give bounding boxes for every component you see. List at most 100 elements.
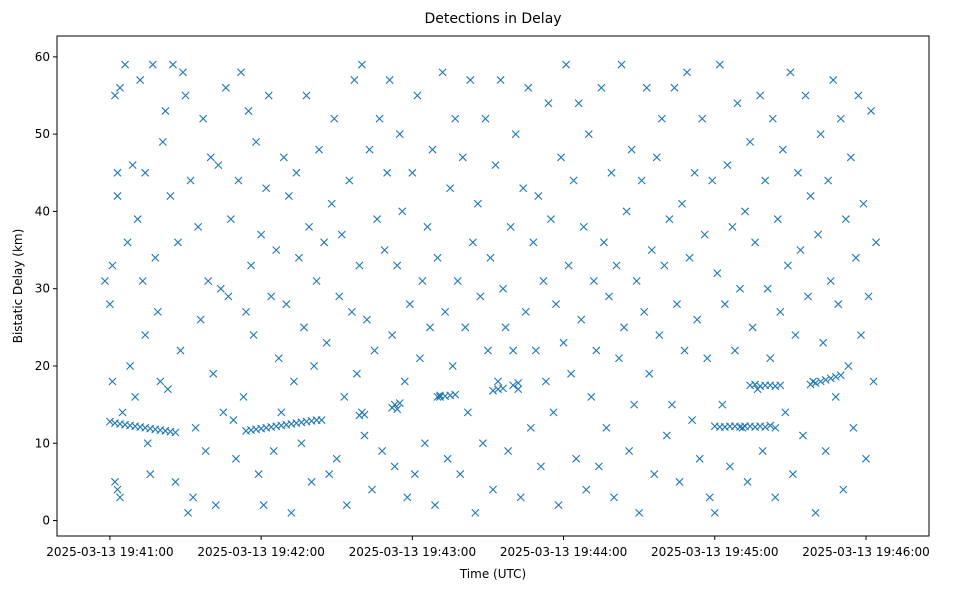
data-point-noise-115 xyxy=(378,447,387,455)
data-point-noise-139 xyxy=(438,68,447,77)
data-point-noise-8 xyxy=(110,477,119,486)
data-point-noise-224 xyxy=(652,153,661,162)
data-point-noise-221 xyxy=(645,369,654,378)
data-point-noise-209 xyxy=(615,354,624,363)
data-point-noise-246 xyxy=(708,176,717,185)
data-point-noise-157 xyxy=(483,346,492,355)
data-point-noise-19 xyxy=(138,276,147,285)
data-point-noise-28 xyxy=(158,137,167,146)
data-point-noise-167 xyxy=(509,346,518,355)
data-point-noise-30 xyxy=(163,385,172,394)
data-point-noise-179 xyxy=(539,276,548,285)
data-point-noise-87 xyxy=(307,477,316,486)
data-point-noise-225 xyxy=(655,331,664,340)
data-point-noise-9 xyxy=(113,485,122,494)
data-point-noise-285 xyxy=(806,191,815,200)
data-point-noise-299 xyxy=(841,215,850,224)
data-point-noise-27 xyxy=(156,377,165,386)
data-point-noise-135 xyxy=(428,145,437,154)
data-point-noise-6 xyxy=(116,83,124,92)
data-point-noise-77 xyxy=(282,300,291,309)
x-tick-label: 2025-03-13 19:42:00 xyxy=(197,545,324,559)
data-point-noise-90 xyxy=(315,145,324,154)
data-point-track-3-14 xyxy=(499,384,508,393)
data-point-noise-215 xyxy=(630,400,639,409)
data-point-noise-82 xyxy=(294,253,303,262)
data-point-noise-146 xyxy=(456,470,465,479)
data-point-noise-311 xyxy=(872,238,881,247)
data-point-noise-289 xyxy=(816,130,825,139)
data-point-noise-40 xyxy=(189,493,198,502)
data-point-noise-127 xyxy=(408,168,417,177)
data-point-noise-43 xyxy=(196,315,205,324)
data-point-noise-108 xyxy=(360,431,369,440)
data-point-noise-62 xyxy=(244,106,253,115)
data-point-noise-163 xyxy=(499,284,508,293)
data-point-noise-284 xyxy=(804,292,813,301)
data-point-noise-130 xyxy=(415,354,424,363)
data-point-noise-306 xyxy=(859,199,868,208)
y-axis-label: Bistatic Delay (km) xyxy=(11,229,25,344)
data-point-noise-41 xyxy=(191,423,200,432)
data-point-noise-18 xyxy=(136,76,145,85)
data-point-noise-282 xyxy=(798,431,807,440)
data-point-noise-290 xyxy=(819,338,828,347)
data-point-noise-212 xyxy=(622,207,631,216)
data-point-noise-20 xyxy=(141,168,150,177)
data-point-noise-260 xyxy=(743,477,752,486)
data-point-noise-296 xyxy=(834,300,843,309)
data-point-noise-64 xyxy=(249,331,258,340)
data-point-noise-307 xyxy=(862,454,870,463)
data-point-noise-23 xyxy=(146,470,155,479)
data-point-noise-233 xyxy=(675,477,684,486)
data-point-noise-34 xyxy=(173,238,182,247)
data-point-noise-50 xyxy=(214,161,223,170)
data-point-noise-283 xyxy=(801,91,810,100)
data-point-track-4-11 xyxy=(766,421,775,430)
data-point-noise-294 xyxy=(829,76,838,85)
data-point-noise-175 xyxy=(529,238,538,247)
data-marks xyxy=(100,60,881,517)
data-point-noise-148 xyxy=(461,323,470,332)
data-point-noise-297 xyxy=(836,114,845,123)
data-point-noise-14 xyxy=(126,361,135,370)
data-point-noise-275 xyxy=(781,408,790,417)
data-point-track-5-1 xyxy=(751,380,760,389)
data-point-noise-33 xyxy=(171,477,180,486)
data-point-noise-129 xyxy=(413,91,422,100)
data-point-noise-12 xyxy=(121,60,130,69)
data-point-noise-73 xyxy=(272,246,281,255)
data-point-noise-244 xyxy=(703,354,712,363)
data-point-noise-155 xyxy=(478,439,487,448)
data-point-noise-81 xyxy=(292,168,301,177)
y-tick-label: 20 xyxy=(35,359,50,373)
data-point-noise-107 xyxy=(357,60,366,69)
data-point-track-1-13 xyxy=(171,428,180,437)
data-point-noise-301 xyxy=(846,153,855,162)
data-point-noise-238 xyxy=(688,416,697,425)
data-point-noise-198 xyxy=(587,392,596,401)
data-point-noise-164 xyxy=(501,323,510,332)
data-point-noise-261 xyxy=(746,137,755,146)
data-point-noise-67 xyxy=(257,230,266,239)
y-tick-label: 10 xyxy=(35,436,50,450)
x-tick-label: 2025-03-13 19:46:00 xyxy=(802,545,929,559)
x-axis-label: Time (UTC) xyxy=(459,567,526,581)
data-point-noise-31 xyxy=(166,191,175,200)
data-point-noise-118 xyxy=(385,76,394,85)
data-point-noise-280 xyxy=(793,168,802,177)
data-point-noise-204 xyxy=(602,423,611,432)
data-point-track-5-12 xyxy=(831,372,840,381)
data-point-noise-206 xyxy=(607,168,616,177)
y-axis-ticks: 0 10 20 30 40 50 60 xyxy=(35,50,57,528)
data-point-noise-84 xyxy=(299,323,308,332)
data-point-noise-35 xyxy=(176,346,185,355)
data-point-track-4-12 xyxy=(771,423,780,432)
data-point-noise-4 xyxy=(113,168,122,177)
data-point-noise-13 xyxy=(123,238,132,247)
data-point-noise-160 xyxy=(491,161,500,170)
data-point-noise-26 xyxy=(153,307,162,316)
data-point-noise-161 xyxy=(494,377,503,386)
data-point-noise-15 xyxy=(128,161,137,170)
